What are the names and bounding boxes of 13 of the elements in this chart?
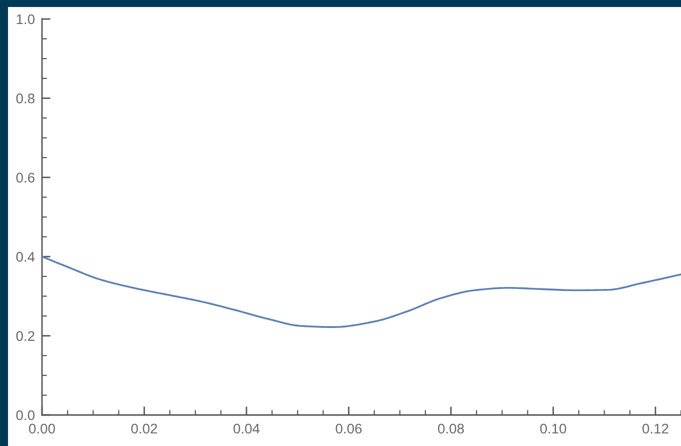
y-tick-label: 0.0: [16, 410, 35, 420]
y-tick-label: 0.2: [16, 331, 34, 341]
y-tick-label: 0.8: [16, 94, 34, 104]
y-tick-label: 0.6: [16, 172, 34, 183]
x-tick-label: 0.10: [540, 424, 566, 434]
x-tick-label: 0.04: [234, 424, 260, 434]
y-tick-label: 1.0: [16, 14, 35, 24]
x-tick-label: 0.08: [438, 424, 464, 434]
x-tick-label: 0.02: [131, 424, 158, 434]
x-tick-label: 0.00: [29, 424, 55, 434]
y-tick-label: 0.4: [16, 252, 35, 262]
x-tick-label: 0.12: [642, 424, 668, 434]
x-tick-label: 0.06: [336, 424, 362, 434]
